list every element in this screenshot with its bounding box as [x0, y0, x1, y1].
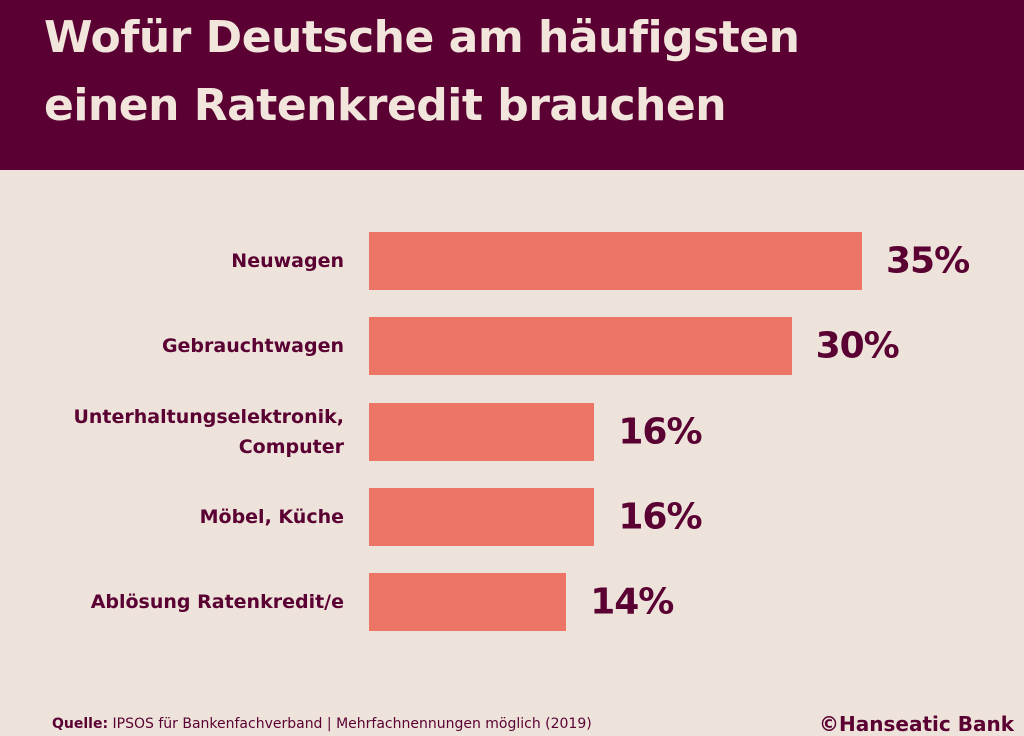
- value-label: 14%: [590, 581, 674, 623]
- category-label: Möbel, Küche: [199, 505, 344, 528]
- copyright: ©Hanseatic Bank: [819, 712, 1014, 736]
- category-label: Neuwagen: [231, 250, 344, 272]
- source-text: IPSOS für Bankenfachverband | Mehrfachne…: [112, 716, 592, 732]
- source: Quelle: IPSOS für Bankenfachverband | Me…: [52, 716, 592, 732]
- bar: [369, 487, 595, 546]
- bar: [369, 402, 595, 461]
- chart-title: Wofür Deutsche am häufigsten einen Raten…: [44, 12, 800, 131]
- value-label: 35%: [886, 240, 970, 282]
- source-label: Quelle:: [52, 716, 109, 732]
- category-label: Unterhaltungselektronik, Computer: [73, 405, 344, 458]
- bar: [369, 232, 862, 290]
- category-label: Ablösung Ratenkredit/e: [90, 591, 344, 614]
- bar: [369, 573, 567, 632]
- value-label: 16%: [618, 496, 702, 538]
- value-label: 30%: [815, 325, 900, 367]
- header: Wofür Deutsche am häufigsten einen Raten…: [0, 0, 1024, 170]
- value-label: 16%: [618, 411, 702, 453]
- bar: [369, 317, 792, 376]
- category-label: Gebrauchtwagen: [161, 335, 344, 358]
